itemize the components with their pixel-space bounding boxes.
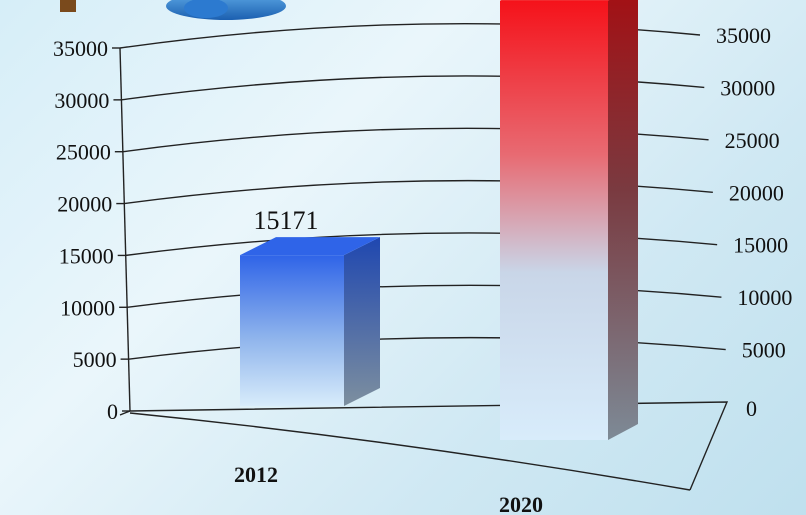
y-tick-label-left: 30000 xyxy=(54,88,109,113)
bar-front-face xyxy=(240,255,344,406)
decorative-clipart xyxy=(60,0,286,20)
y-tick-label-left: 10000 xyxy=(60,295,115,320)
bar-2020 xyxy=(500,0,638,440)
back-wall-edge xyxy=(120,48,130,411)
bar-side-face xyxy=(344,237,380,406)
y-tick-label-right: 10000 xyxy=(737,285,792,310)
bar-front-face xyxy=(500,1,608,440)
category-label-2012: 2012 xyxy=(234,462,278,487)
y-tick-label-left: 15000 xyxy=(59,243,114,268)
y-tick-label-right: 25000 xyxy=(725,128,780,153)
y-tick-label-right: 15000 xyxy=(733,233,788,258)
y-tick-label-left: 20000 xyxy=(57,192,112,217)
y-tick-label-left: 35000 xyxy=(53,36,108,61)
y-tick-label-right: 35000 xyxy=(716,23,771,48)
y-tick-label-left: 0 xyxy=(107,399,118,424)
y-tick-label-right: 5000 xyxy=(742,338,786,363)
y-tick-label-right: 0 xyxy=(746,396,757,421)
bar-side-face xyxy=(608,0,638,440)
y-tick-label-left: 5000 xyxy=(73,347,117,372)
y-tick-label-left: 25000 xyxy=(56,140,111,165)
category-label-2020: 2020 xyxy=(499,492,543,515)
y-tick-label-right: 30000 xyxy=(720,75,775,100)
category-labels: 2012 2020 xyxy=(234,462,543,515)
left-axis-ticks: 0 5000 10000 15000 20000 25000 30000 35000 xyxy=(53,36,118,424)
bar-2012 xyxy=(240,237,380,406)
data-label-2012: 15171 xyxy=(254,206,319,235)
right-axis-ticks: 0 5000 10000 15000 20000 25000 30000 35000 xyxy=(716,23,792,421)
y-tick-label-right: 20000 xyxy=(729,180,784,205)
